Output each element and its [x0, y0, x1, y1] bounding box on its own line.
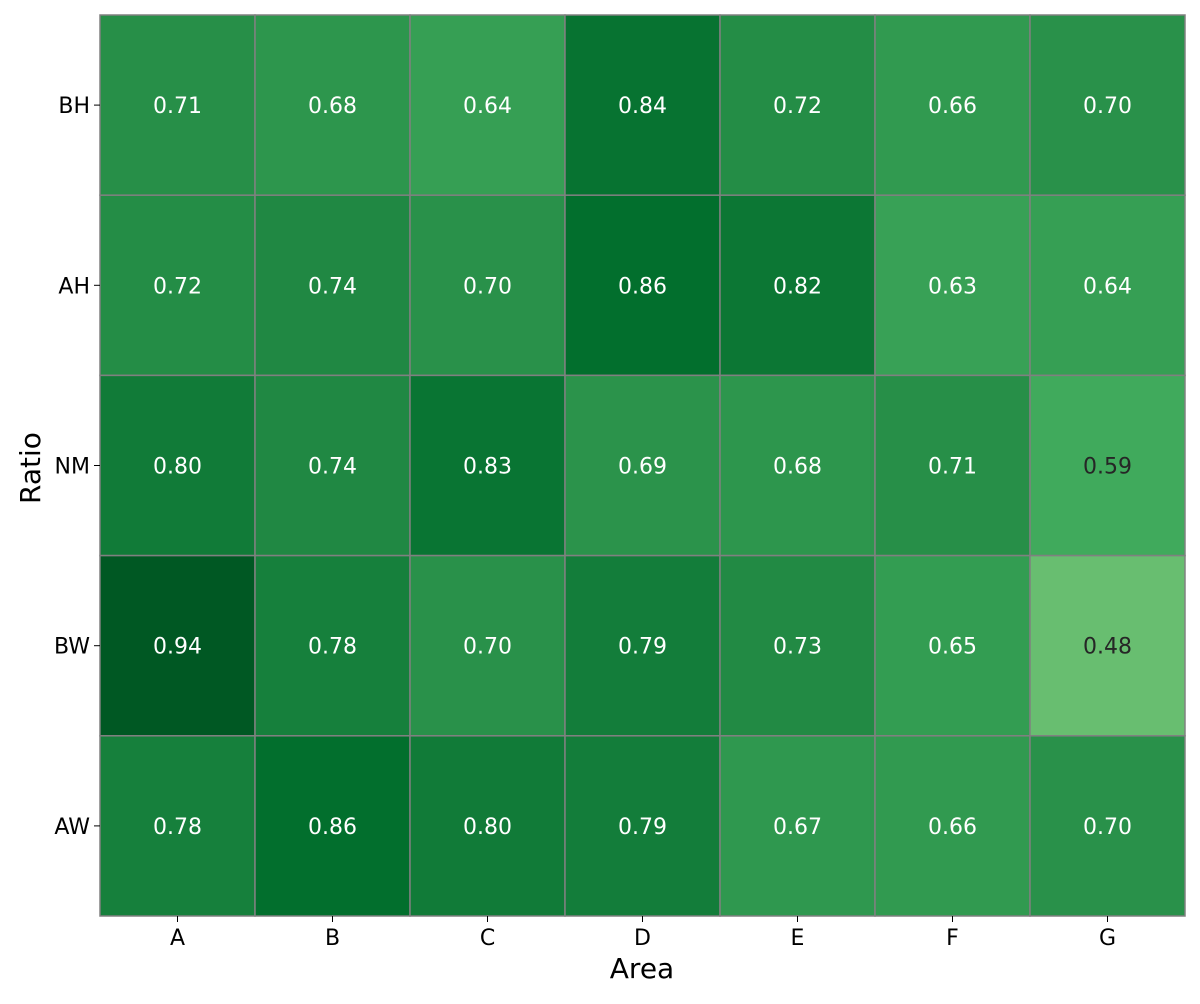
y-tick-label-NM: NM: [55, 455, 90, 480]
heatmap-cell-BW-G: [1029, 554, 1186, 737]
heatmap-cell-BW-A: [99, 554, 256, 737]
y-tick-label-BW: BW: [54, 635, 90, 660]
heatmap-cell-NM-D: [564, 374, 721, 557]
cell-label-BW-F: 0.65: [928, 635, 977, 660]
y-tick-label-BH: BH: [58, 94, 90, 119]
x-axis-title: Area: [610, 952, 674, 985]
heatmap-cell-BH-E: [719, 14, 876, 196]
heatmap-cell-BW-B: [254, 554, 411, 737]
heatmap-cell-AH-C: [409, 194, 566, 377]
cell-label-AW-A: 0.78: [153, 815, 202, 840]
cell-label-BH-C: 0.64: [463, 94, 512, 119]
cell-label-AH-B: 0.74: [308, 274, 357, 299]
axes-layer: A B C D E F G BH AH NM BW AW: [54, 94, 1116, 951]
cell-label-AW-C: 0.80: [463, 815, 512, 840]
x-tick-label-C: C: [480, 926, 495, 951]
heatmap-cell-BH-A: [99, 14, 256, 196]
y-tick-label-AW: AW: [54, 815, 90, 840]
cell-label-NM-E: 0.68: [773, 455, 822, 480]
cell-label-BH-E: 0.72: [773, 94, 822, 119]
cell-label-AW-F: 0.66: [928, 815, 977, 840]
x-tick-label-E: E: [791, 926, 805, 951]
y-axis-title: Ratio: [14, 432, 47, 504]
heatmap-cell-AH-A: [99, 194, 256, 377]
cell-label-AH-G: 0.64: [1083, 274, 1132, 299]
heatmap-cell-BH-C: [409, 14, 566, 196]
heatmap-cell-NM-F: [874, 374, 1031, 557]
cell-label-AH-D: 0.86: [618, 274, 667, 299]
cell-label-BW-G: 0.48: [1083, 635, 1132, 660]
cell-label-BH-G: 0.70: [1083, 94, 1132, 119]
cell-label-AW-G: 0.70: [1083, 815, 1132, 840]
x-tick-label-G: G: [1099, 926, 1116, 951]
x-tick-label-B: B: [325, 926, 340, 951]
cell-label-NM-A: 0.80: [153, 455, 202, 480]
cell-label-BW-C: 0.70: [463, 635, 512, 660]
heatmap-cell-AH-G: [1029, 194, 1186, 377]
cell-label-NM-C: 0.83: [463, 455, 512, 480]
cell-label-AW-E: 0.67: [773, 815, 822, 840]
heatmap-cell-AW-C: [409, 735, 566, 917]
cell-labels-layer: 0.71 0.68 0.64 0.84 0.72 0.66 0.70 0.72 0.74 0.70…: [153, 94, 1132, 840]
cell-label-BW-A: 0.94: [153, 635, 202, 660]
heatmap-cell-BW-D: [564, 554, 721, 737]
cell-label-BH-D: 0.84: [618, 94, 667, 119]
cell-label-AW-D: 0.79: [618, 815, 667, 840]
heatmap-cell-NM-G: [1029, 374, 1186, 557]
heatmap-cell-BH-F: [874, 14, 1031, 196]
heatmap-cell-BH-B: [254, 14, 411, 196]
cell-label-NM-B: 0.74: [308, 455, 357, 480]
heatmap-cell-BW-F: [874, 554, 1031, 737]
x-tick-label-F: F: [946, 926, 959, 951]
cell-label-BW-B: 0.78: [308, 635, 357, 660]
cell-label-AH-F: 0.63: [928, 274, 977, 299]
cell-label-NM-G: 0.59: [1083, 455, 1132, 480]
cell-label-BH-B: 0.68: [308, 94, 357, 119]
heatmap-cell-AW-A: [99, 735, 256, 917]
cell-label-BW-E: 0.73: [773, 635, 822, 660]
y-tick-label-AH: AH: [58, 274, 90, 299]
heatmap-cell-BH-D: [564, 14, 721, 196]
cell-label-AW-B: 0.86: [308, 815, 357, 840]
heatmap-cell-AW-G: [1029, 735, 1186, 917]
cell-label-AH-E: 0.82: [773, 274, 822, 299]
cell-label-NM-D: 0.69: [618, 455, 667, 480]
heatmap-cell-NM-E: [719, 374, 876, 557]
cell-label-BH-A: 0.71: [153, 94, 202, 119]
heatmap-cell-NM-C: [409, 374, 566, 557]
heatmap-cell-NM-A: [99, 374, 256, 557]
cell-label-BH-F: 0.66: [928, 94, 977, 119]
cells-layer: [99, 14, 1186, 917]
heatmap-cell-AH-F: [874, 194, 1031, 377]
cell-label-AH-C: 0.70: [463, 274, 512, 299]
cell-label-NM-F: 0.71: [928, 455, 977, 480]
x-tick-label-D: D: [634, 926, 651, 951]
x-tick-label-A: A: [170, 926, 185, 951]
cell-label-BW-D: 0.79: [618, 635, 667, 660]
heatmap-cell-AH-E: [719, 194, 876, 377]
cell-label-AH-A: 0.72: [153, 274, 202, 299]
heatmap-cell-NM-B: [254, 374, 411, 557]
